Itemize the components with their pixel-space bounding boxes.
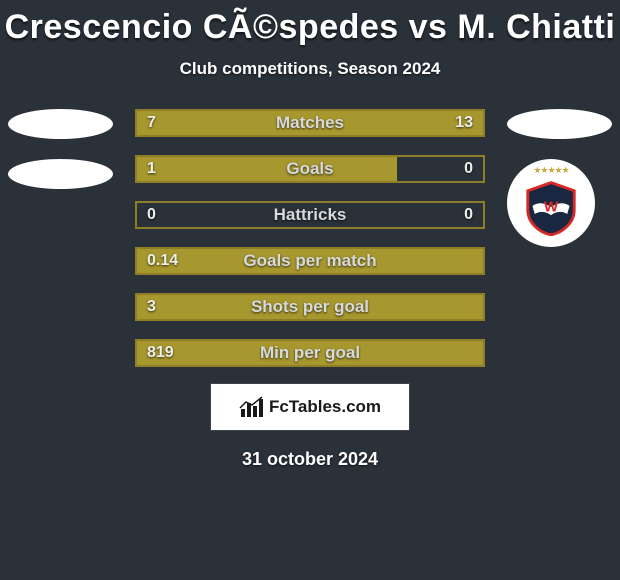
stat-label: Goals per match <box>137 251 483 271</box>
stat-label: Shots per goal <box>137 297 483 317</box>
stat-label: Min per goal <box>137 343 483 363</box>
team-badge-placeholder <box>8 159 113 189</box>
brand-text: FcTables.com <box>269 397 381 417</box>
stat-value-right: 0 <box>464 206 473 224</box>
footer-date: 31 october 2024 <box>0 449 620 470</box>
svg-text:W: W <box>544 198 559 215</box>
team-badge-placeholder <box>507 109 612 139</box>
stat-value-right: 0 <box>464 160 473 178</box>
stat-value-right: 13 <box>455 114 473 132</box>
club-shield-icon: W <box>522 178 580 236</box>
stat-row: 3Shots per goal <box>135 293 485 321</box>
stat-row: 1Goals0 <box>135 155 485 183</box>
stat-label: Matches <box>137 113 483 133</box>
left-team-badges <box>8 109 113 189</box>
team-badge-placeholder <box>8 109 113 139</box>
bar-chart-icon <box>239 395 263 419</box>
stat-row: 0Hattricks0 <box>135 201 485 229</box>
brand-logo: FcTables.com <box>210 383 410 431</box>
stat-label: Hattricks <box>137 205 483 225</box>
page-title: Crescencio CÃ©spedes vs M. Chiatti <box>0 0 620 47</box>
comparison-chart: ★★★★★W 7Matches131Goals00Hattricks00.14G… <box>0 109 620 367</box>
stat-label: Goals <box>137 159 483 179</box>
stat-row: 819Min per goal <box>135 339 485 367</box>
stars-icon: ★★★★★ <box>533 165 568 176</box>
stat-bars: 7Matches131Goals00Hattricks00.14Goals pe… <box>135 109 485 367</box>
stat-row: 0.14Goals per match <box>135 247 485 275</box>
right-team-badges: ★★★★★ W <box>507 109 612 247</box>
subtitle: Club competitions, Season 2024 <box>0 59 620 79</box>
team-badge: ★★★★★ W <box>507 159 595 247</box>
stat-row: 7Matches13 <box>135 109 485 137</box>
